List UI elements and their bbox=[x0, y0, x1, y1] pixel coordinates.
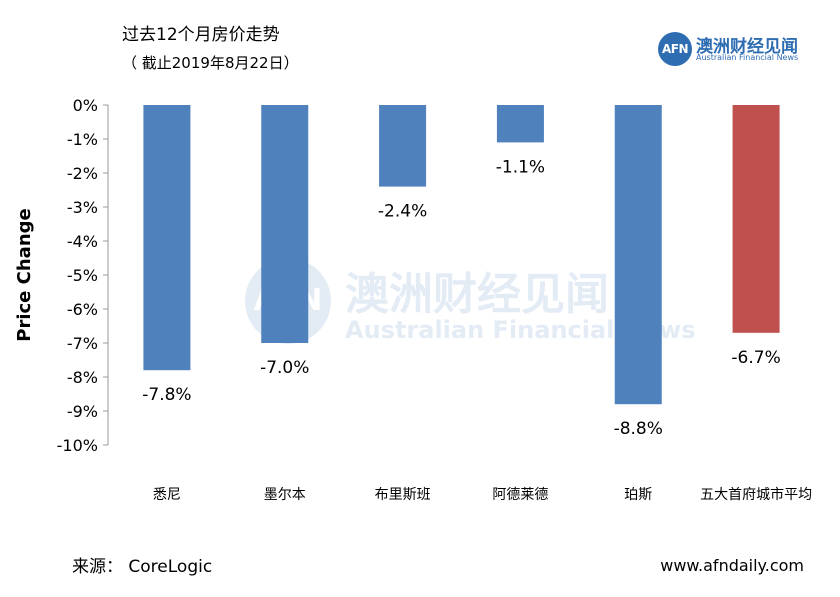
x-tick-label: 阿德莱德 bbox=[492, 487, 548, 503]
afn-logo-english: Australian Financial News bbox=[696, 53, 799, 62]
y-tick-label: -8% bbox=[67, 368, 98, 387]
y-axis-label: Price Change bbox=[14, 208, 35, 341]
data-label: -2.4% bbox=[378, 202, 427, 222]
data-label: -7.0% bbox=[260, 358, 309, 378]
y-tick-label: 0% bbox=[73, 96, 98, 115]
y-tick-label: -2% bbox=[67, 164, 98, 183]
data-label: -1.1% bbox=[496, 157, 545, 177]
y-tick-label: -3% bbox=[67, 198, 98, 217]
x-tick-label: 五大首府城市平均 bbox=[700, 486, 812, 503]
data-label: -6.7% bbox=[731, 348, 780, 368]
y-tick-label: -9% bbox=[67, 402, 98, 421]
y-tick-label: -4% bbox=[67, 232, 98, 251]
website-url: www.afndaily.com bbox=[660, 556, 804, 575]
bar bbox=[496, 105, 544, 143]
source-note: 来源： CoreLogic bbox=[72, 557, 213, 577]
value-labels: -7.8% -7.0% -2.4% -1.1% -8.8% -6.7% bbox=[142, 157, 780, 439]
y-axis: 0% -1% -2% -3% -4% -5% -6% -7% -8% -9% -10% bbox=[57, 96, 109, 455]
afn-logo: AFN 澳洲财经见闻 Australian Financial News bbox=[658, 30, 828, 70]
data-label: -8.8% bbox=[614, 419, 663, 439]
x-tick-label: 墨尔本 bbox=[264, 487, 306, 503]
x-tick-label: 悉尼 bbox=[153, 487, 181, 503]
y-tick-label: -7% bbox=[67, 334, 98, 353]
x-axis-labels: 悉尼 墨尔本 布里斯班 阿德莱德 珀斯 五大首府城市平均 bbox=[153, 486, 812, 503]
afn-logo-mark: AFN bbox=[658, 32, 692, 66]
afn-logo-chinese: 澳洲财经见闻 bbox=[696, 37, 798, 57]
bar bbox=[261, 105, 309, 343]
chart-subtitle: （ 截止2019年8月22日） bbox=[122, 54, 299, 72]
bar bbox=[732, 105, 780, 333]
y-tick-label: -5% bbox=[67, 266, 98, 285]
bars-group bbox=[143, 105, 780, 405]
x-tick-label: 珀斯 bbox=[624, 487, 652, 503]
x-tick-label: 布里斯班 bbox=[375, 487, 431, 503]
bar bbox=[143, 105, 191, 371]
chart-title: 过去12个月房价走势 bbox=[122, 25, 280, 45]
y-tick-label: -10% bbox=[57, 436, 98, 455]
bar bbox=[379, 105, 427, 187]
data-label: -7.8% bbox=[142, 385, 191, 405]
bar bbox=[614, 105, 662, 405]
y-tick-label: -6% bbox=[67, 300, 98, 319]
y-tick-label: -1% bbox=[67, 130, 98, 149]
